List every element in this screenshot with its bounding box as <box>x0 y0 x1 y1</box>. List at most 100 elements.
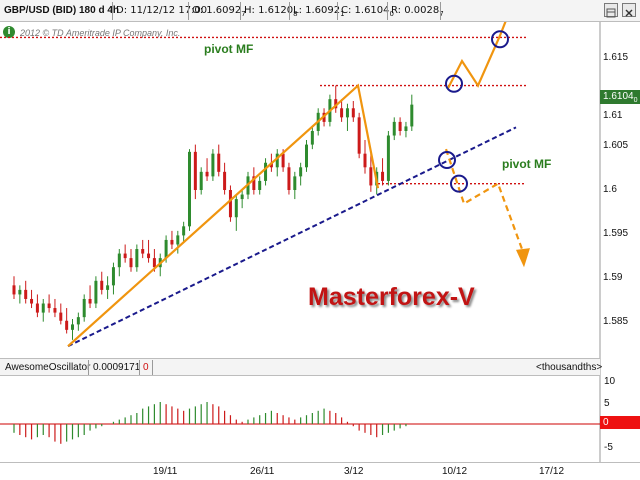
open-readout: O: 1.60927 <box>192 5 246 18</box>
oscillator-tick: 5 <box>604 398 610 409</box>
header-divider <box>152 360 153 375</box>
candle-body <box>293 176 297 190</box>
trend-path <box>67 83 380 348</box>
candle-body <box>41 303 45 313</box>
projection-up-path <box>447 22 507 89</box>
candle-body <box>170 239 174 245</box>
candle-body <box>117 253 121 268</box>
price-tick: 1.59 <box>603 272 623 283</box>
price-chart[interactable] <box>0 22 640 462</box>
candle-body <box>234 199 238 218</box>
price-tick: 1.605 <box>603 140 629 151</box>
date-tick: 10/12 <box>442 466 468 477</box>
chart-settings-icon[interactable] <box>604 3 618 18</box>
date-tick: 17/12 <box>539 466 565 477</box>
candle-body <box>240 194 244 200</box>
candle-body <box>357 117 361 154</box>
header-divider <box>112 2 113 20</box>
oscillator-name[interactable]: AwesomeOscillator <box>5 362 91 373</box>
candle-body <box>404 126 408 131</box>
candle-body <box>275 153 279 168</box>
candle-body <box>369 167 373 186</box>
arrow-down-head <box>516 248 530 268</box>
candle-body <box>310 130 314 145</box>
date-axis: 19/11 26/11 3/12 10/12 17/12 <box>0 462 640 480</box>
high-readout: H: 1.61208 <box>244 5 298 18</box>
candle-body <box>18 289 22 295</box>
candle-body <box>281 153 285 168</box>
candle-body <box>88 298 92 304</box>
candle-body <box>334 99 338 109</box>
projection-down-path <box>444 148 524 250</box>
candle-body <box>182 226 186 236</box>
pivot-label-bottom: pivot MF <box>502 157 552 171</box>
date-tick: 3/12 <box>344 466 364 477</box>
candle-body <box>176 235 180 245</box>
info-icon[interactable]: i <box>3 26 15 38</box>
candle-body <box>24 289 28 299</box>
candle-body <box>152 258 156 268</box>
candle-body <box>205 171 209 177</box>
oscillator-units: <thousandths> <box>536 362 603 373</box>
candle-body <box>228 190 232 218</box>
candle-body <box>410 104 414 127</box>
candle-body <box>71 324 74 330</box>
candle-body <box>123 253 127 259</box>
candle-body <box>147 253 151 259</box>
candle-body <box>94 280 98 304</box>
oscillator-zero-badge: 0 <box>600 416 640 429</box>
header-divider <box>337 2 338 20</box>
candle-body <box>223 171 227 190</box>
candle-body <box>305 144 308 168</box>
header-divider <box>289 2 290 20</box>
header-divider <box>188 2 189 20</box>
copyright-text: 2012 © TD Ameritrade IP Company, Inc. <box>20 28 181 38</box>
highlight-circle <box>450 174 468 193</box>
candle-body <box>193 151 197 190</box>
candle-body <box>35 303 39 313</box>
candle-body <box>287 167 291 190</box>
candle-body <box>340 108 344 118</box>
candle-body <box>141 249 145 254</box>
candle-body <box>30 298 34 304</box>
candle-body <box>65 320 69 330</box>
support-trendline <box>67 126 517 348</box>
price-tick: 1.61 <box>603 110 623 121</box>
last-price-badge: 1.61040 <box>600 90 640 104</box>
candle-body <box>217 153 221 172</box>
candle-body <box>135 249 139 268</box>
header-divider <box>387 2 388 20</box>
candle-body <box>386 135 390 181</box>
date-readout: D: 11/12/12 17:00 <box>116 5 208 16</box>
candle-body <box>258 180 262 190</box>
candlestick-series <box>12 85 414 340</box>
oscillator-series <box>0 402 600 444</box>
candle-body <box>351 108 355 118</box>
highlight-circle <box>438 151 456 170</box>
candle-body <box>106 285 110 290</box>
symbol-label[interactable]: GBP/USD (BID) 180 d 4h <box>4 5 120 16</box>
oscillator-extra: 0 <box>143 362 149 373</box>
price-tick: 1.585 <box>603 316 629 327</box>
header-divider <box>88 360 89 375</box>
range-readout: R: 0.00287 <box>391 5 444 18</box>
candle-body <box>299 167 303 177</box>
header-divider <box>139 360 140 375</box>
candle-body <box>129 258 133 268</box>
oscillator-tick: -5 <box>604 442 613 453</box>
chart-header: GBP/USD (BID) 180 d 4h D: 11/12/12 17:00… <box>0 0 640 22</box>
candle-body <box>164 239 168 259</box>
candle-body <box>264 162 268 181</box>
oscillator-header: AwesomeOscillator 0.0009171 0 <thousandt… <box>0 358 603 376</box>
brand-watermark: Masterforex-V <box>308 283 475 311</box>
price-tick: 1.595 <box>603 228 629 239</box>
candle-body <box>363 153 367 168</box>
price-tick: 1.6 <box>603 184 617 195</box>
annotation-overlay <box>0 22 530 348</box>
low-readout: L: 1.60921 <box>293 5 345 18</box>
candle-body <box>53 308 57 313</box>
close-icon[interactable] <box>622 3 636 17</box>
pivot-label-top: pivot MF <box>204 42 254 56</box>
candle-body <box>199 171 203 190</box>
